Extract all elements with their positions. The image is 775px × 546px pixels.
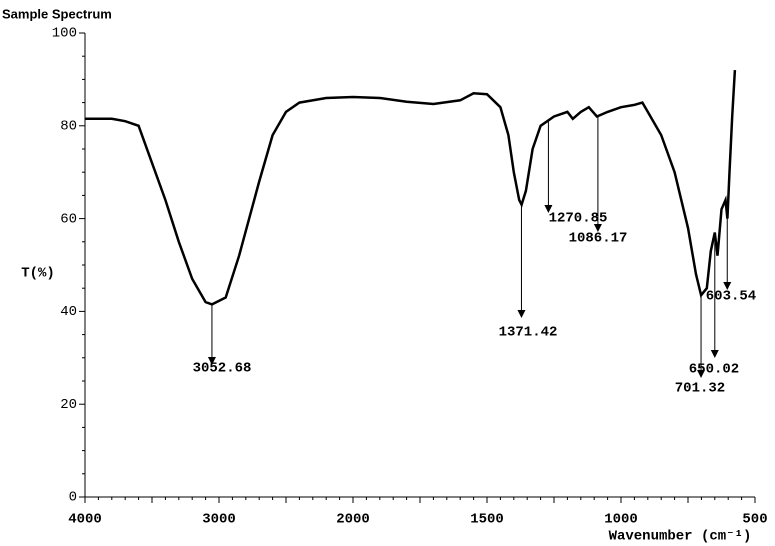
- annotation-label: 1371.42: [499, 325, 558, 341]
- annotation-label: 701.32: [675, 381, 725, 397]
- x-tick-label: 4000: [68, 512, 102, 528]
- x-tick-label: 1000: [604, 512, 638, 528]
- y-tick-label: 20: [60, 397, 77, 413]
- x-tick-label: 2000: [336, 512, 370, 528]
- arrow-head: [710, 350, 719, 358]
- spectrum-line: [85, 70, 737, 306]
- y-tick-label: 100: [52, 26, 77, 42]
- arrow-head: [697, 370, 706, 378]
- arrow-head: [593, 224, 602, 232]
- annotation-label: 1086.17: [569, 231, 628, 247]
- y-axis-label: T(%): [21, 266, 55, 282]
- arrow-head: [207, 357, 216, 365]
- annotation-label: 1270.85: [549, 211, 608, 227]
- annotation-label: 603.54: [706, 289, 756, 305]
- x-tick-label: 500: [742, 512, 767, 528]
- arrow-head: [517, 310, 526, 318]
- x-tick-label: 3000: [202, 512, 236, 528]
- y-tick-label: 60: [60, 211, 77, 227]
- arrow-head: [723, 282, 732, 290]
- annotation-label: 3052.68: [193, 361, 252, 377]
- y-tick-label: 40: [60, 304, 77, 320]
- x-axis-label: Wavenumber (cm⁻¹): [609, 529, 752, 545]
- x-tick-label: 1500: [470, 512, 504, 528]
- annotation-label: 650.02: [689, 362, 739, 378]
- y-tick-label: 0: [69, 490, 77, 506]
- arrow-head: [544, 205, 553, 213]
- y-tick-label: 80: [60, 119, 77, 135]
- chart-title: Sample Spectrum: [2, 6, 112, 21]
